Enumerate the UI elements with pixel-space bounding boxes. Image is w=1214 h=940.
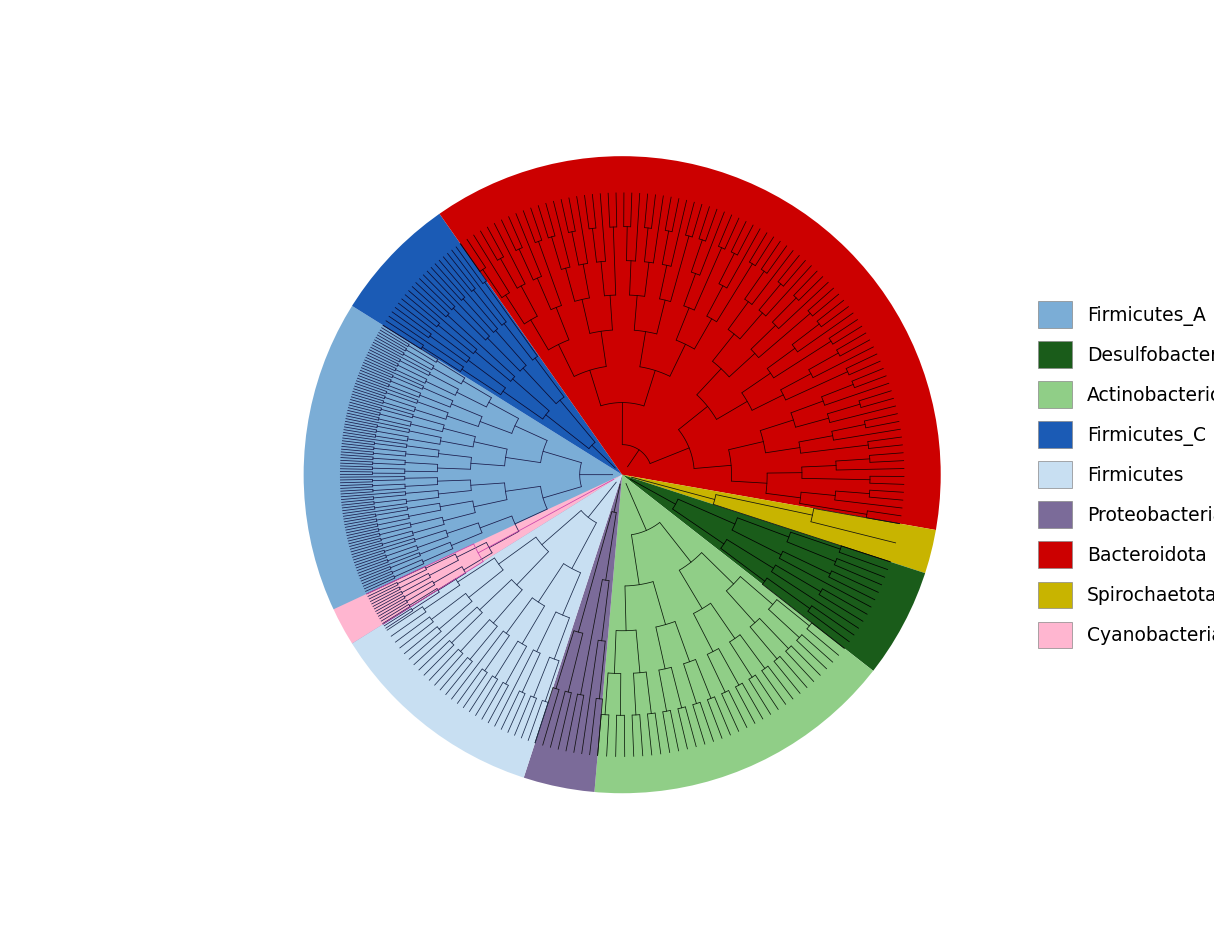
Legend: Firmicutes_A, Desulfobacterota, Actinobacteriota, Firmicutes_C, Firmicutes, Prot: Firmicutes_A, Desulfobacterota, Actinoba…: [1038, 302, 1214, 648]
Wedge shape: [595, 475, 874, 795]
Wedge shape: [351, 475, 622, 779]
Wedge shape: [331, 475, 622, 645]
Wedge shape: [523, 475, 622, 793]
Wedge shape: [438, 154, 942, 530]
Wedge shape: [622, 475, 937, 573]
Wedge shape: [622, 475, 926, 672]
Wedge shape: [302, 305, 622, 650]
Wedge shape: [351, 212, 622, 475]
